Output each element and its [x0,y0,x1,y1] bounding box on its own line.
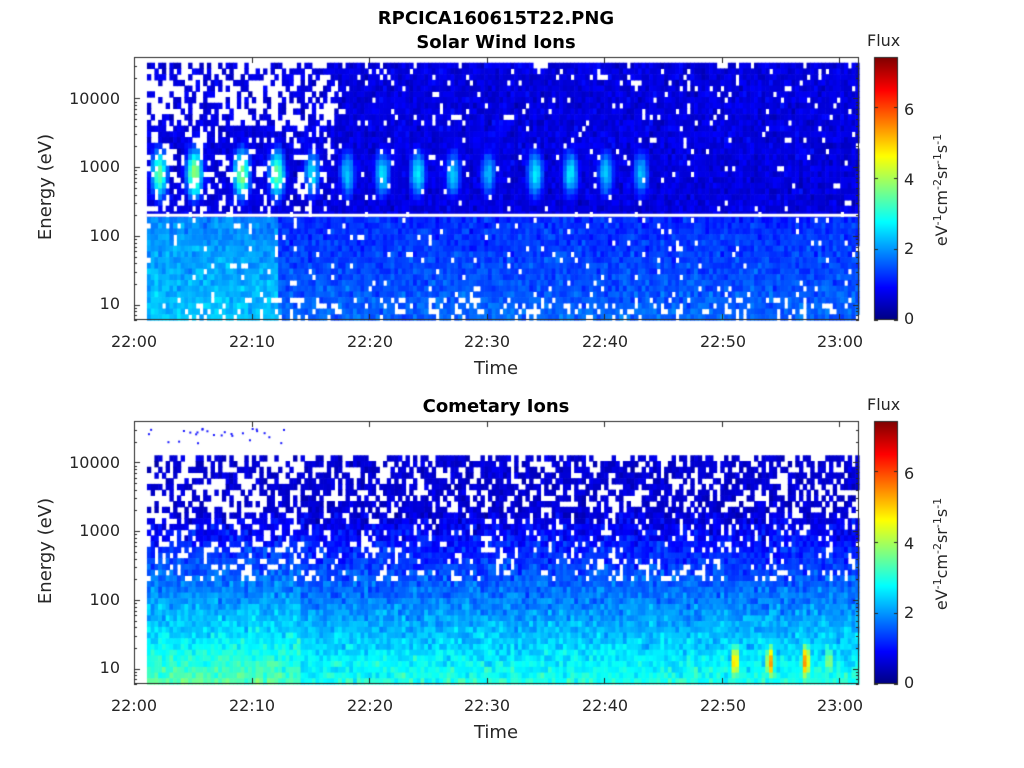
panel-1-ytick-10: 10 [99,294,120,313]
panel-2-ylabel: Energy (eV) [35,497,56,605]
panel-2-xtick: 23:00 [816,696,864,715]
panel-1-xtick: 23:00 [816,332,864,351]
panel-1-colorbar-unit: eV-1cm-2sr-1s-1 [930,133,952,247]
panel-2-ytick-10000: 10000 [69,453,120,472]
panel-2-xtick: 22:30 [463,696,511,715]
panel-2-cbtick: 0 [904,673,915,692]
panel-2-cbtick: 2 [904,603,915,622]
panel-2-cbtick: 4 [904,534,915,553]
panel-2-xtick: 22:40 [581,696,629,715]
panel-1-xtick: 22:40 [581,332,629,351]
panel-2-ytick-10: 10 [99,658,120,677]
panel-1-xtick: 22:10 [228,332,276,351]
panel-1-ytick-1000: 1000 [79,157,120,176]
panel-1-xtick: 22:20 [346,332,394,351]
panel-2-title: Cometary Ions [422,396,570,417]
panel-1-xtick: 22:30 [463,332,511,351]
panel-2-cbtick: 6 [904,464,915,483]
figure-title: RPCICA160615T22.PNG [377,8,615,29]
panel-2-xtick: 22:50 [699,696,747,715]
panel-1-cbtick: 4 [904,170,915,189]
panel-1-ylabel: Energy (eV) [35,133,56,241]
panel-2-xtick: 22:00 [110,696,158,715]
panel-2-colorbar-title: Flux [867,395,901,414]
panel-2-xtick: 22:20 [346,696,394,715]
panel-1-xtick: 22:00 [110,332,158,351]
panel-1-cbtick: 2 [904,239,915,258]
panel-2-ytick-100: 100 [89,590,120,609]
panel-1-ytick-10000: 10000 [69,89,120,108]
panel-1-cbtick: 0 [904,309,915,328]
panel-1-title: Solar Wind Ions [416,32,576,53]
panel-2-xtick: 22:10 [228,696,276,715]
panel-2-colorbar-unit: eV-1cm-2sr-1s-1 [930,497,952,611]
panel-1-colorbar-title: Flux [867,31,901,50]
panel-2-xlabel: Time [473,722,519,743]
panel-1-xlabel: Time [473,358,519,379]
panel-2-ytick-1000: 1000 [79,521,120,540]
panel-1-ytick-100: 100 [89,226,120,245]
panel-1-xtick: 22:50 [699,332,747,351]
panel-1-cbtick: 6 [904,100,915,119]
